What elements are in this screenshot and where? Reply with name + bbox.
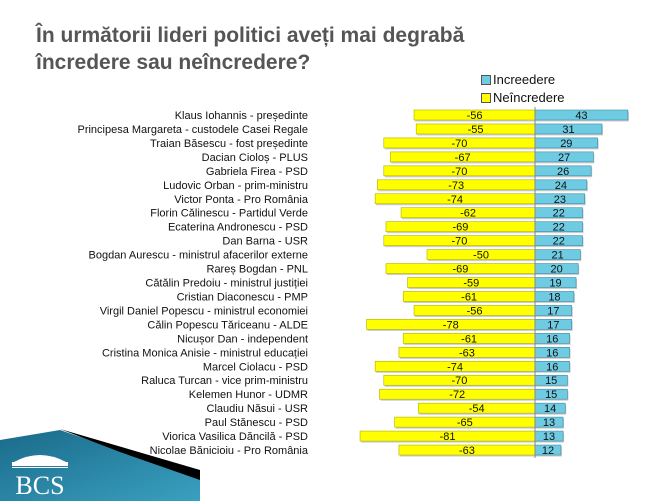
data-label-distrust: -55: [468, 124, 484, 136]
category-label: Kelemen Hunor - UDMR: [189, 389, 308, 401]
category-label: Cătălin Predoiu - ministrul justiției: [145, 278, 308, 290]
data-label-distrust: -50: [473, 250, 489, 262]
category-label: Victor Ponta - Pro România: [174, 194, 309, 206]
data-label-trust: 16: [546, 347, 558, 359]
data-label-distrust: -74: [447, 361, 463, 373]
data-label-trust: 13: [543, 431, 555, 443]
data-label-distrust: -59: [463, 278, 479, 290]
category-label: Nicolae Bănicioiu - Pro România: [150, 445, 309, 457]
category-label: Raluca Turcan - vice prim-ministru: [141, 375, 308, 387]
data-label-trust: 22: [553, 222, 565, 234]
category-label: Klaus Iohannis - președinte: [175, 110, 308, 122]
data-label-distrust: -70: [451, 138, 467, 150]
category-label: Virgil Daniel Popescu - ministrul econom…: [100, 305, 308, 317]
page-title: În următorii lideri politici aveți mai d…: [36, 24, 465, 74]
data-label-distrust: -65: [457, 417, 473, 429]
category-label: Dacian Cioloș - PLUS: [202, 152, 308, 164]
data-label-trust: 15: [545, 375, 557, 387]
data-label-trust: 43: [575, 110, 587, 122]
data-label-distrust: -70: [451, 166, 467, 178]
legend-distrust: Neîncredere: [481, 90, 565, 105]
data-label-trust: 21: [552, 250, 564, 262]
data-label-distrust: -62: [460, 208, 476, 220]
data-label-trust: 14: [544, 403, 556, 415]
data-label-distrust: -69: [453, 222, 469, 234]
data-label-distrust: -72: [449, 389, 465, 401]
data-label-trust: 17: [547, 305, 559, 317]
category-label: Principesa Margareta - custodele Casei R…: [77, 124, 308, 136]
category-label: Cristian Diaconescu - PMP: [177, 291, 308, 303]
data-label-trust: 16: [546, 333, 558, 345]
legend-label-distrust: Neîncredere: [493, 90, 565, 105]
data-label-trust: 20: [550, 264, 562, 276]
data-label-trust: 26: [557, 166, 569, 178]
category-label: Marcel Ciolacu - PSD: [203, 361, 308, 373]
category-label: Ludovic Orban - prim-ministru: [163, 180, 308, 192]
category-label: Gabriela Firea - PSD: [206, 166, 308, 178]
legend-swatch-distrust: [481, 92, 491, 103]
legend-trust: Increedere: [481, 72, 555, 87]
legend-swatch-trust: [481, 74, 491, 85]
data-label-trust: 12: [542, 445, 554, 457]
data-label-distrust: -74: [447, 194, 463, 206]
data-label-distrust: -69: [453, 264, 469, 276]
data-label-trust: 16: [546, 361, 558, 373]
category-label: Călin Popescu Tăriceanu - ALDE: [147, 319, 308, 331]
data-label-trust: 23: [554, 194, 566, 206]
data-label-trust: 19: [549, 278, 561, 290]
category-label: Bogdan Aurescu - ministrul afacerilor ex…: [89, 250, 309, 262]
data-label-trust: 18: [548, 291, 560, 303]
legend-label-trust: Increedere: [493, 72, 556, 87]
blue-wedge: [0, 430, 200, 501]
svg-text:BCS: BCS: [15, 471, 64, 500]
bcs-logo: BCS: [12, 455, 68, 500]
data-label-trust: 15: [545, 389, 557, 401]
data-label-distrust: -67: [455, 152, 471, 164]
data-label-distrust: -54: [469, 403, 485, 415]
data-label-distrust: -78: [443, 319, 459, 331]
category-label: Nicușor Dan - independent: [177, 333, 308, 345]
data-label-trust: 27: [558, 152, 570, 164]
category-label: Florin Călinescu - Partidul Verde: [150, 208, 308, 220]
data-label-trust: 24: [555, 180, 567, 192]
category-label: Claudiu Năsui - USR: [207, 403, 309, 415]
data-label-trust: 22: [553, 208, 565, 220]
data-label-trust: 22: [553, 236, 565, 248]
data-label-distrust: -61: [461, 333, 477, 345]
data-label-trust: 17: [547, 319, 559, 331]
data-label-distrust: -63: [459, 445, 475, 457]
category-label: Dan Barna - USR: [222, 236, 308, 248]
data-label-distrust: -63: [459, 347, 475, 359]
category-label: Viorica Vasilica Dăncilă - PSD: [162, 431, 308, 443]
category-label: Rareș Bogdan - PNL: [207, 264, 309, 276]
category-label: Paul Stănescu - PSD: [205, 417, 308, 429]
data-label-distrust: -70: [451, 236, 467, 248]
data-label-trust: 31: [562, 124, 574, 136]
data-label-distrust: -81: [440, 431, 456, 443]
category-label: Ecaterina Andronescu - PSD: [168, 222, 308, 234]
category-label: Cristina Monica Anisie - ministrul educa…: [102, 347, 308, 359]
data-label-distrust: -56: [467, 110, 483, 122]
data-label-distrust: -56: [467, 305, 483, 317]
data-label-distrust: -73: [448, 180, 464, 192]
black-stripe: [60, 429, 200, 480]
data-label-distrust: -61: [461, 291, 477, 303]
data-label-trust: 13: [543, 417, 555, 429]
data-label-distrust: -70: [451, 375, 467, 387]
category-label: Traian Băsescu - fost președinte: [150, 138, 308, 150]
data-label-trust: 29: [560, 138, 572, 150]
